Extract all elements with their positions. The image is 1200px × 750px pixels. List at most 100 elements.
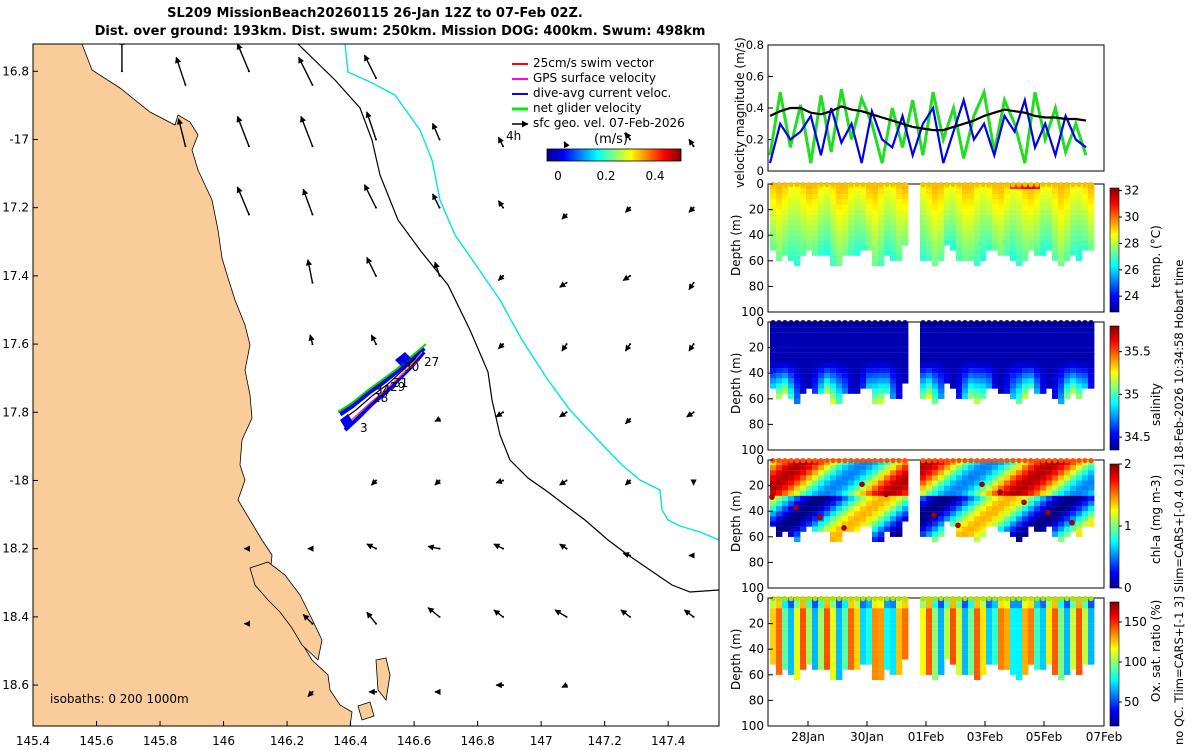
- oxygen-saturation-cell: [824, 649, 831, 655]
- chl-a-cell: [806, 521, 813, 527]
- salinity-cell: [788, 347, 795, 353]
- chl-a-cell: [950, 475, 957, 481]
- oxygen-saturation-cell: [776, 664, 783, 670]
- salinity-cell: [968, 383, 975, 389]
- chl-a-cell: [1016, 521, 1023, 527]
- chl-a-cell: [974, 506, 981, 512]
- salinity-cell: [1088, 378, 1095, 384]
- salinity-cell: [788, 383, 795, 389]
- temperature-cell: [1028, 209, 1035, 215]
- chl-a-cell: [818, 500, 825, 507]
- temperature-cell: [806, 240, 813, 246]
- oxygen-saturation-cell: [884, 613, 891, 619]
- chl-a-cell: [920, 475, 927, 481]
- chl-a-cell: [1040, 521, 1047, 527]
- track-label: 28: [373, 391, 388, 405]
- temperature-cell: [902, 209, 909, 215]
- salinity-cell: [974, 398, 981, 405]
- chl-a-cell: [830, 521, 837, 527]
- temperature-cell: [1058, 260, 1065, 267]
- oxygen-saturation-cell: [1076, 623, 1083, 629]
- salinity-cell: [1052, 327, 1059, 333]
- salinity-cell: [872, 373, 879, 379]
- map-ytick-label: 17.2: [2, 201, 29, 215]
- temperature-cell: [986, 204, 993, 210]
- salinity-cell: [962, 383, 969, 389]
- chl-a-cell: [770, 521, 777, 527]
- temperature-cell: [812, 245, 819, 251]
- chl-a-cell: [980, 516, 987, 522]
- temperature-cell: [1046, 209, 1053, 215]
- temperature-cell: [980, 250, 987, 256]
- vector-arrow: [497, 342, 505, 350]
- oxygen-saturation-cell: [770, 644, 777, 650]
- temperature-cell: [938, 235, 945, 241]
- salinity-cell: [836, 352, 843, 358]
- chl-a-cell: [776, 470, 783, 476]
- temperature-colorbar-tick-label: 32: [1124, 184, 1139, 198]
- chl-a-cell: [1052, 495, 1059, 502]
- salinity-cell: [806, 342, 813, 348]
- salinity-cell: [788, 378, 795, 384]
- chl-a-cell: [854, 526, 861, 532]
- chl-a-colorbar-label: chl-a (mg m-3): [1149, 475, 1163, 564]
- vector-arrow: [495, 411, 504, 418]
- salinity-cell: [854, 347, 861, 353]
- chl-a-cell: [1052, 521, 1059, 527]
- oxygen-saturation-cell: [1064, 664, 1071, 670]
- oxygen-saturation-cell: [884, 623, 891, 629]
- salinity-ytick-label: 80: [749, 417, 764, 431]
- temperature-cell: [1046, 219, 1053, 226]
- temperature-cell: [1016, 224, 1023, 231]
- oxygen-saturation-surface-point: [998, 596, 1004, 602]
- temperature-cell: [776, 189, 783, 195]
- salinity-cell: [1058, 352, 1065, 358]
- chl-a-cell: [980, 475, 987, 481]
- temperature-cell: [1076, 209, 1083, 215]
- salinity-cell: [890, 352, 897, 358]
- oxygen-saturation-cell: [812, 603, 819, 609]
- salinity-cell: [932, 347, 939, 353]
- temperature-cell: [920, 240, 927, 246]
- temperature-cell: [992, 219, 999, 226]
- temperature-cell: [1046, 245, 1053, 251]
- oxygen-saturation-cell: [956, 603, 963, 609]
- chl-a-cell: [986, 521, 993, 527]
- oxygen-saturation-surface-point: [992, 596, 998, 602]
- chl-a-cell: [920, 485, 927, 491]
- temperature-cell: [1010, 224, 1017, 231]
- oxygen-saturation-cell: [956, 644, 963, 650]
- chl-a-surface-point: [776, 458, 782, 464]
- oxygen-saturation-cell: [896, 608, 903, 614]
- oxygen-saturation-cell: [878, 608, 885, 614]
- oxygen-saturation-cell: [926, 669, 933, 675]
- oxygen-saturation-cell: [1088, 608, 1095, 614]
- salinity-cell: [962, 357, 969, 364]
- temperature-cell: [782, 189, 789, 195]
- salinity-cell: [806, 378, 813, 384]
- salinity-cell: [1010, 332, 1017, 338]
- oxygen-saturation-cell: [1022, 649, 1029, 655]
- salinity-cell: [968, 327, 975, 333]
- oxygen-saturation-cell: [962, 633, 969, 640]
- chl-a-cell: [944, 495, 951, 502]
- track-label: 31: [393, 376, 408, 390]
- temperature-cell: [866, 224, 873, 231]
- salinity-cell: [782, 373, 789, 379]
- salinity-cell: [962, 378, 969, 384]
- salinity-cell: [1016, 337, 1023, 343]
- chl-a-cell: [1040, 465, 1047, 471]
- oxygen-saturation-cell: [824, 613, 831, 619]
- chl-a-cell: [986, 475, 993, 481]
- oxygen-saturation-cell: [806, 618, 813, 624]
- salinity-cell: [770, 342, 777, 348]
- temperature-surface-point: [974, 182, 980, 188]
- salinity-cell: [854, 388, 861, 394]
- salinity-cell: [980, 393, 987, 399]
- temperature-cell: [1016, 219, 1023, 226]
- salinity-cell: [1088, 352, 1095, 358]
- temperature-cell: [770, 219, 777, 226]
- chl-a-cell: [848, 465, 855, 471]
- section-xtick-label: 30Jan: [850, 730, 884, 744]
- chl-a-cell: [842, 480, 849, 486]
